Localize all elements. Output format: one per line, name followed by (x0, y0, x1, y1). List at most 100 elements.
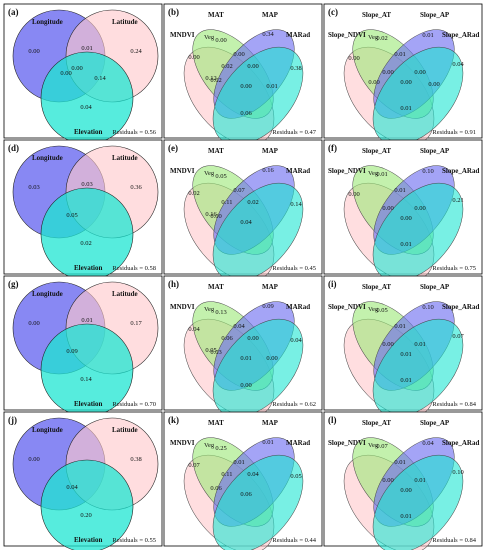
region-value-v1: 0.05 (376, 307, 387, 314)
region-value-v5: 0.00 (382, 341, 393, 348)
set-label-longitude: Longitude (32, 154, 63, 162)
region-value-v7: 0.02 (247, 199, 258, 206)
set-label-slope-ap: Slope_AP (420, 147, 450, 155)
region-value-v9: 0.05 (205, 347, 216, 354)
region-value-v7: 0.00 (247, 63, 258, 70)
region-value-c: 0.20 (80, 512, 91, 519)
region-value-v5: 0.00 (382, 477, 393, 484)
region-value-v8: 0.01 (400, 351, 411, 358)
set-label-slope-at: Slope_AT (362, 11, 391, 19)
region-value-v7: 0.00 (414, 205, 425, 212)
set-label-slope-ap: Slope_AP (420, 419, 450, 427)
set-label-marad: MARad (286, 303, 310, 311)
set-label-slope-ndvi: Slope_NDVI (328, 303, 366, 311)
region-value-v3: 0.00 (188, 54, 199, 61)
set-label-mndvi-subscript: Veg (204, 34, 215, 41)
region-value-v3: 0.00 (348, 55, 359, 62)
region-value-v2: 0.16 (262, 167, 274, 174)
region-value-v6: 0.21 (452, 197, 463, 204)
region-value-b: 0.38 (130, 456, 141, 463)
region-value-v10: 0.01 (400, 377, 411, 384)
region-value-v2: 0.04 (422, 440, 434, 447)
set-label-slope-ndvi: Slope_NDVI (328, 31, 366, 39)
region-value-ac: 0.00 (60, 70, 71, 77)
set-label-slope-arad: Slope_ARad (442, 439, 479, 447)
region-value-v9: 0.00 (368, 79, 379, 86)
region-value-v5: 0.02 (221, 63, 232, 70)
region-value-v5: 0.00 (382, 69, 393, 76)
residuals-value: Residuals = 0.84 (432, 401, 476, 408)
region-value-v8: 0.00 (400, 79, 411, 86)
region-value-v8: 0.00 (400, 215, 411, 222)
set-label-slope-ap: Slope_AP (420, 11, 450, 19)
panel-label: (f) (328, 143, 337, 153)
venn3-panel: (d) Longitude Latitude Elevation 0.03 0.36 0.0… (3, 139, 163, 281)
set-label-map: MAP (262, 147, 279, 155)
residuals-value: Residuals = 0.70 (112, 401, 156, 408)
region-value-v8: 0.06 (210, 485, 222, 492)
set-label-mndvi: MNDVI (170, 31, 195, 39)
region-value-v6: 0.07 (452, 333, 464, 340)
region-value-v1: 0.13 (215, 309, 226, 316)
region-value-v2: 0.34 (262, 31, 274, 38)
region-value-v10: 0.06 (240, 491, 252, 498)
region-value-v10: 0.01 (400, 241, 411, 248)
region-value-v2: 0.10 (422, 168, 433, 175)
region-value-v10: 0.00 (240, 83, 251, 90)
set-label-slope-arad: Slope_ARad (442, 31, 479, 39)
panel-label: (e) (168, 143, 178, 153)
region-value-v5: 0.11 (221, 199, 232, 206)
region-value-v2: 0.01 (422, 32, 433, 39)
region-value-c: 0.04 (80, 104, 92, 111)
residuals-value: Residuals = 0.56 (112, 129, 156, 136)
venn3-panel: (j) Longitude Latitude Elevation 0.00 0.38 0.2… (3, 411, 163, 550)
venn4-slope-panel: (l) Slope_AT Slope_AP Slope_NDVI Veg Slope_AR… (323, 411, 483, 550)
venn3-panel: (g) Longitude Latitude Elevation 0.00 0.17 0.1… (3, 275, 163, 417)
region-value-abc: 0.00 (71, 65, 82, 72)
set-label-slope-ndvi-subscript: Veg (368, 170, 379, 177)
region-value-v10: 0.01 (400, 513, 411, 520)
set-label-latitude: Latitude (112, 18, 138, 26)
panel-label: (j) (8, 415, 17, 425)
region-value-v7: 0.01 (414, 341, 425, 348)
region-value-v3: 0.00 (348, 191, 359, 198)
region-value-v1: 0.00 (215, 37, 226, 44)
set-label-elevation: Elevation (74, 536, 102, 544)
residuals-value: Residuals = 0.75 (432, 265, 476, 272)
panel-label: (c) (328, 7, 338, 17)
region-value-a: 0.00 (28, 320, 39, 327)
panel-label: (d) (8, 143, 19, 153)
panel-label: (h) (168, 279, 179, 289)
region-value-v3: 0.02 (188, 190, 199, 197)
region-value-v4: 0.01 (394, 323, 405, 330)
region-value-v8: 0.00 (210, 213, 221, 220)
region-value-v8: 0.02 (210, 77, 221, 84)
region-value-v4: 0.01 (394, 187, 405, 194)
region-value-b: 0.24 (130, 48, 142, 55)
region-value-v4: 0.01 (233, 459, 244, 466)
region-value-v12: 0.06 (240, 110, 252, 117)
region-value-abc: 0.05 (66, 212, 77, 219)
venn4-slope-panel: (f) Slope_AT Slope_AP Slope_NDVI Veg Slope_AR… (323, 139, 483, 298)
set-label-map: MAP (262, 419, 279, 427)
region-value-v1: 0.01 (376, 171, 387, 178)
region-value-v11: 0.01 (266, 83, 277, 90)
region-value-bc: 0.14 (94, 75, 106, 82)
set-label-marad: MARad (286, 31, 310, 39)
set-label-mndvi: MNDVI (170, 439, 195, 447)
region-value-v1: 0.07 (376, 443, 388, 450)
region-value-v6: 0.10 (452, 469, 463, 476)
region-value-v3: 0.07 (188, 462, 200, 469)
venn4-slope-panel: (i) Slope_AT Slope_AP Slope_NDVI Veg Slope_AR… (323, 275, 483, 434)
region-value-v6: 0.38 (290, 65, 301, 72)
venn4-slope-panel: (c) Slope_AT Slope_AP Slope_NDVI Veg Slope_AR… (323, 3, 483, 162)
residuals-value: Residuals = 0.58 (112, 265, 156, 272)
set-label-latitude: Latitude (112, 290, 138, 298)
region-value-v4: 0.01 (394, 459, 405, 466)
residuals-value: Residuals = 0.91 (432, 129, 476, 136)
set-label-mndvi: MNDVI (170, 167, 195, 175)
region-value-v6: 0.04 (290, 337, 302, 344)
region-value-v7: 0.00 (247, 335, 258, 342)
